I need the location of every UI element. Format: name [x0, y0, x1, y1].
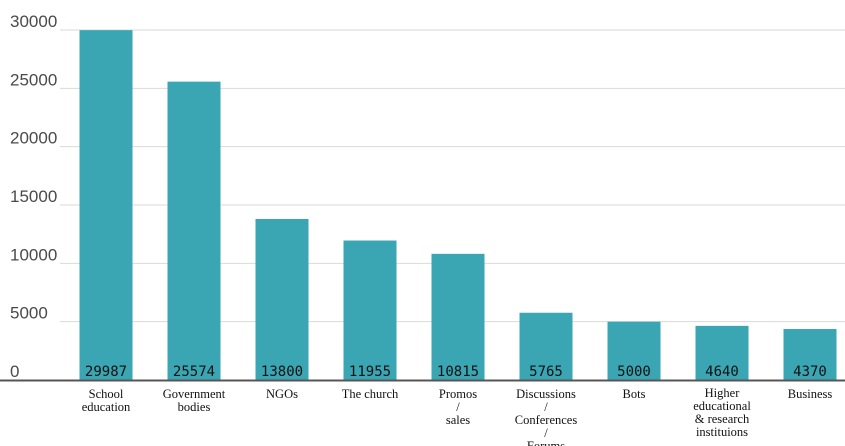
x-tick-label: Bots	[623, 387, 646, 401]
bar	[343, 240, 397, 380]
bar	[431, 253, 485, 380]
x-tick-label: sales	[446, 413, 470, 427]
y-tick-label: 20000	[10, 129, 57, 148]
y-tick-label: 0	[10, 362, 19, 381]
bar	[79, 30, 133, 380]
x-tick-label: School	[89, 387, 124, 401]
bar-value-label: 10815	[437, 364, 479, 380]
x-tick-label: education	[82, 400, 131, 414]
x-tick-label: instituions	[696, 425, 748, 439]
x-tick-label: /	[544, 400, 548, 414]
bar	[519, 312, 573, 380]
bars: 29987 25574 13800 11955 10815 5765 5000 4640 437…	[79, 30, 837, 381]
bar	[255, 219, 309, 380]
y-tick-label: 30000	[10, 12, 57, 31]
bar	[167, 81, 221, 381]
x-tick-label: /	[456, 400, 460, 414]
y-tick-label: 10000	[10, 245, 57, 264]
x-tick-label: /	[544, 426, 548, 440]
x-tick-label: NGOs	[266, 387, 298, 401]
x-tick-label: Forums	[527, 439, 565, 446]
bar-value-label: 5000	[617, 364, 651, 380]
y-tick-label: 5000	[10, 304, 48, 323]
bar-value-label: 5765	[529, 364, 563, 380]
x-tick-label: Discussions	[516, 387, 576, 401]
x-tick-label: Business	[788, 387, 833, 401]
x-tick-label: & research	[695, 412, 750, 426]
x-tick-label: bodies	[178, 400, 211, 414]
x-tick-label: educational	[693, 399, 751, 413]
x-tick-label: The church	[342, 387, 399, 401]
x-tick-label: Promos	[439, 387, 477, 401]
bar	[607, 321, 661, 380]
y-tick-label: 15000	[10, 187, 57, 206]
x-tick-label: Government	[163, 387, 226, 401]
y-tick-label: 25000	[10, 70, 57, 89]
bar-value-label: 4370	[793, 364, 827, 380]
bar	[695, 325, 749, 380]
x-tick-label: Conferences	[515, 413, 578, 427]
bar-value-label: 29987	[85, 364, 127, 380]
y-axis: 0 5000 10000 15000 20000 25000 30000	[10, 12, 57, 381]
bar	[783, 329, 837, 380]
bar-value-label: 11955	[349, 364, 391, 380]
bar-value-label: 13800	[261, 364, 303, 380]
bar-value-label: 25574	[173, 364, 215, 380]
x-tick-label: Higher	[705, 386, 741, 400]
bar-value-label: 4640	[705, 364, 739, 380]
